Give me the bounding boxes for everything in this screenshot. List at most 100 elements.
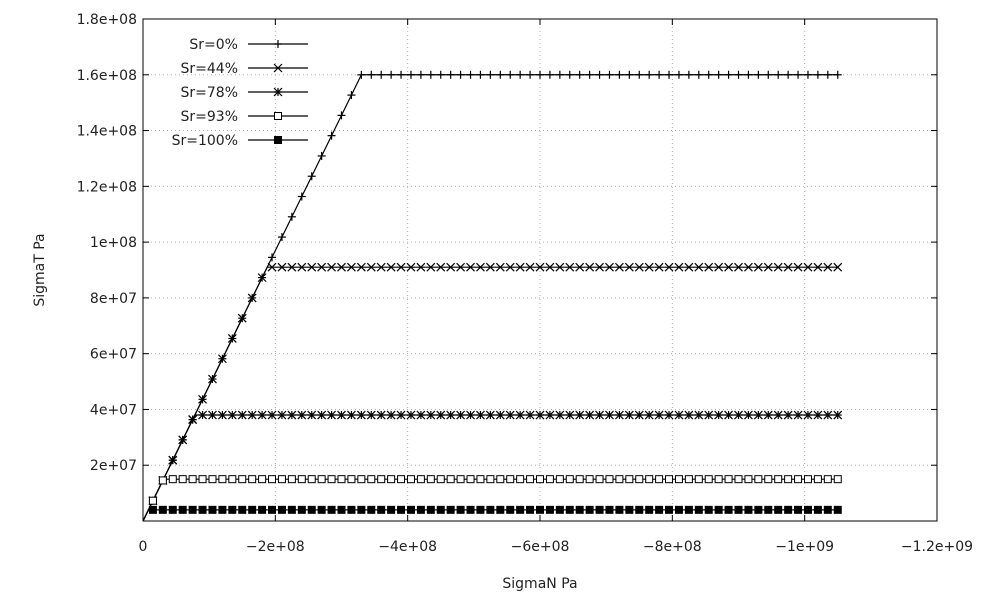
data-point [495, 410, 505, 420]
data-point [228, 505, 237, 514]
data-point [784, 70, 793, 79]
data-point [257, 410, 267, 420]
data-point [714, 505, 723, 514]
data-point [773, 410, 783, 420]
data-point [833, 410, 843, 420]
data-point [406, 70, 415, 79]
data-point [416, 475, 425, 484]
data-point [803, 475, 812, 484]
data-point [287, 505, 296, 514]
data-point [237, 313, 247, 323]
data-point [456, 410, 466, 420]
data-point [674, 70, 683, 79]
data-point [277, 505, 286, 514]
data-point [833, 262, 843, 272]
data-point [535, 410, 545, 420]
data-point [337, 111, 346, 120]
series-line [142, 478, 838, 522]
data-point [823, 475, 832, 484]
data-point [585, 262, 595, 272]
data-point [347, 475, 356, 484]
data-point [356, 410, 366, 420]
data-point [635, 70, 644, 79]
data-point [615, 505, 624, 514]
data-point [684, 505, 693, 514]
data-point [496, 505, 505, 514]
series-Sr=0% [142, 70, 842, 522]
data-point [803, 505, 812, 514]
x-tick-label: −4e+08 [378, 539, 437, 555]
data-point [238, 505, 247, 514]
data-point [466, 475, 475, 484]
legend-item: Sr=0% [189, 37, 308, 53]
series-line [142, 414, 838, 522]
data-point [684, 410, 694, 420]
data-point [248, 505, 257, 514]
data-point [724, 410, 733, 420]
data-point [833, 70, 842, 79]
data-point [297, 192, 306, 201]
data-point [634, 410, 644, 420]
data-point [555, 475, 564, 484]
data-point [347, 505, 356, 514]
data-point [516, 70, 525, 79]
data-point [466, 262, 475, 272]
data-point [595, 410, 604, 420]
data-point [228, 475, 237, 484]
data-point [317, 151, 326, 160]
data-point [674, 475, 683, 484]
data-point [565, 475, 574, 484]
data-point [595, 475, 604, 484]
data-point [704, 475, 713, 484]
data-point [307, 172, 316, 181]
data-point [823, 505, 832, 514]
data-point [545, 262, 555, 272]
data-point [347, 91, 356, 100]
data-point [337, 410, 346, 420]
data-point [714, 475, 723, 484]
data-point [774, 70, 783, 79]
data-point [625, 505, 634, 514]
series-layer [142, 70, 843, 522]
data-point [783, 410, 793, 420]
data-point [446, 475, 455, 484]
data-point [724, 70, 733, 79]
data-point [297, 505, 306, 514]
data-point [416, 505, 425, 514]
data-point [248, 475, 257, 484]
data-point [714, 410, 724, 420]
data-point [396, 262, 406, 272]
plot-border [142, 18, 938, 522]
data-point [764, 475, 773, 484]
data-point [585, 475, 594, 484]
data-point [217, 410, 227, 420]
data-point [654, 262, 664, 272]
data-point [347, 262, 356, 272]
data-point [655, 70, 664, 79]
y-tick-label: 1.2e+08 [77, 179, 137, 195]
data-point [744, 505, 753, 514]
data-point [774, 505, 783, 514]
data-point [764, 70, 773, 79]
data-point [595, 262, 604, 272]
data-point [704, 410, 714, 420]
data-point [218, 505, 227, 514]
data-point [297, 262, 307, 272]
data-point [456, 70, 465, 79]
series-Sr=100% [142, 505, 842, 522]
data-point [694, 262, 704, 272]
data-point [258, 475, 267, 484]
data-point [496, 475, 505, 484]
data-point [526, 70, 535, 79]
data-point [813, 262, 823, 272]
data-point [198, 394, 207, 404]
data-point [198, 475, 207, 484]
data-point [793, 410, 803, 420]
data-point [823, 70, 832, 79]
data-point [555, 410, 565, 420]
data-point [307, 475, 316, 484]
data-point [436, 410, 446, 420]
y-tick-label: 6e+07 [90, 347, 137, 363]
data-point [615, 475, 624, 484]
